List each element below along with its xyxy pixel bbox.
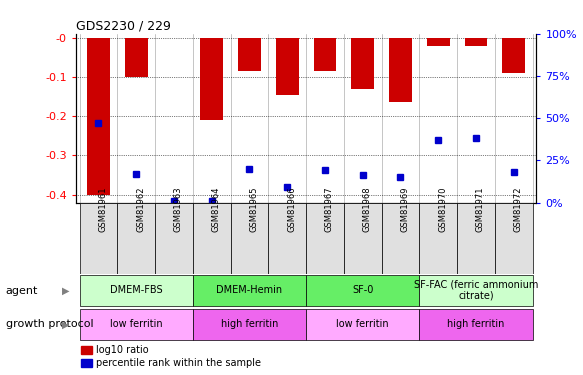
FancyBboxPatch shape — [79, 202, 117, 274]
Text: GSM81963: GSM81963 — [174, 187, 183, 232]
FancyBboxPatch shape — [193, 309, 306, 340]
Legend: log10 ratio, percentile rank within the sample: log10 ratio, percentile rank within the … — [80, 345, 261, 368]
Bar — [314, 38, 336, 71]
Text: high ferritin: high ferritin — [447, 319, 505, 329]
Text: agent: agent — [6, 286, 38, 296]
Text: SF-FAC (ferric ammonium
citrate): SF-FAC (ferric ammonium citrate) — [414, 279, 538, 301]
Text: ▶: ▶ — [62, 286, 70, 296]
Text: DMEM-Hemin: DMEM-Hemin — [216, 285, 283, 295]
Text: low ferritin: low ferritin — [336, 319, 389, 329]
FancyBboxPatch shape — [419, 309, 533, 340]
Text: GSM81971: GSM81971 — [476, 187, 485, 232]
Text: SF-0: SF-0 — [352, 285, 373, 295]
Text: low ferritin: low ferritin — [110, 319, 163, 329]
FancyBboxPatch shape — [117, 202, 155, 274]
Text: GDS2230 / 229: GDS2230 / 229 — [76, 20, 171, 33]
Text: high ferritin: high ferritin — [221, 319, 278, 329]
Bar — [276, 38, 298, 94]
Text: GSM81969: GSM81969 — [401, 187, 409, 232]
Text: ▶: ▶ — [62, 320, 70, 329]
Bar — [503, 38, 525, 73]
Text: GSM81966: GSM81966 — [287, 187, 296, 232]
FancyBboxPatch shape — [419, 202, 457, 274]
FancyBboxPatch shape — [230, 202, 268, 274]
FancyBboxPatch shape — [306, 202, 344, 274]
Text: DMEM-FBS: DMEM-FBS — [110, 285, 163, 295]
Bar — [465, 38, 487, 46]
Text: GSM81964: GSM81964 — [212, 187, 221, 232]
Bar — [389, 38, 412, 102]
Text: GSM81965: GSM81965 — [250, 187, 258, 232]
FancyBboxPatch shape — [268, 202, 306, 274]
Bar — [427, 38, 449, 46]
FancyBboxPatch shape — [457, 202, 495, 274]
Text: GSM81972: GSM81972 — [514, 187, 523, 232]
Bar — [87, 38, 110, 195]
FancyBboxPatch shape — [306, 309, 419, 340]
FancyBboxPatch shape — [419, 275, 533, 306]
FancyBboxPatch shape — [193, 202, 230, 274]
Bar — [201, 38, 223, 120]
Bar — [238, 38, 261, 71]
Bar — [125, 38, 147, 77]
Text: GSM81970: GSM81970 — [438, 187, 447, 232]
FancyBboxPatch shape — [495, 202, 533, 274]
Text: GSM81961: GSM81961 — [99, 187, 107, 232]
FancyBboxPatch shape — [155, 202, 193, 274]
Bar — [352, 38, 374, 89]
Text: GSM81967: GSM81967 — [325, 187, 334, 232]
FancyBboxPatch shape — [193, 275, 306, 306]
FancyBboxPatch shape — [79, 309, 193, 340]
FancyBboxPatch shape — [344, 202, 382, 274]
Text: growth protocol: growth protocol — [6, 320, 93, 329]
Text: GSM81962: GSM81962 — [136, 187, 145, 232]
FancyBboxPatch shape — [79, 275, 193, 306]
FancyBboxPatch shape — [382, 202, 419, 274]
FancyBboxPatch shape — [306, 275, 419, 306]
Text: GSM81968: GSM81968 — [363, 187, 372, 232]
